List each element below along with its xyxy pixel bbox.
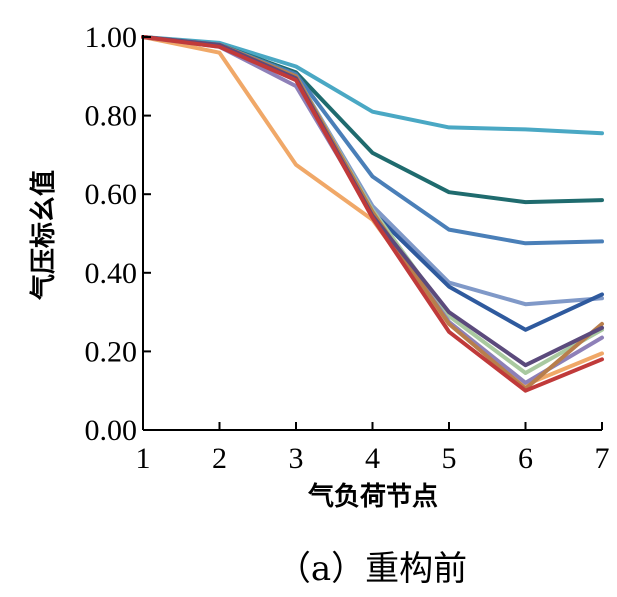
y-axis-title: 气压标幺值 <box>28 170 59 301</box>
series-lines <box>141 35 604 393</box>
y-tick-label: 0.80 <box>85 100 138 133</box>
series-line-s11 <box>141 35 604 393</box>
x-axis-title: 气负荷节点 <box>307 481 438 512</box>
y-tick-label: 0.00 <box>85 414 138 447</box>
y-tick-label: 0.60 <box>85 178 138 211</box>
series-line-s5 <box>141 35 604 332</box>
x-tick-label: 3 <box>289 442 304 475</box>
x-tick-label: 5 <box>442 442 457 475</box>
series-line-s4 <box>141 35 604 307</box>
figure-caption: （a）重构前 <box>277 549 467 589</box>
x-tick-label: 4 <box>365 442 380 475</box>
x-tick-label: 2 <box>212 442 227 475</box>
x-tick-label: 7 <box>595 442 610 475</box>
y-tick-label: 1.00 <box>85 21 138 54</box>
y-tick-label: 0.40 <box>85 257 138 290</box>
x-tick-label: 6 <box>518 442 533 475</box>
y-tick-label: 0.20 <box>85 335 138 368</box>
axis-ticks: 0.00 0.20 0.40 0.60 0.80 1.00 1 2 3 4 5 6 7 <box>85 21 610 475</box>
x-tick-label: 1 <box>136 442 151 475</box>
